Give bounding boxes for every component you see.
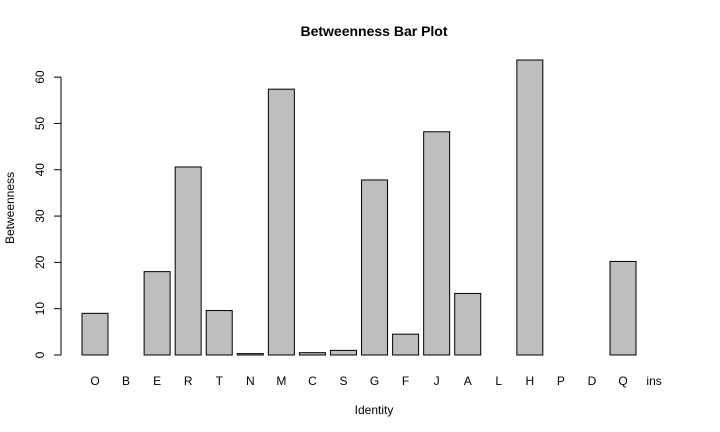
bar-M [267, 88, 295, 356]
bar-A [454, 292, 482, 356]
chart-title: Betweenness Bar Plot [300, 23, 447, 39]
x-tick-label-B: B [122, 374, 130, 388]
y-tick-label: 0 [33, 351, 47, 358]
x-tick-label-N: N [246, 374, 255, 388]
x-tick-label-P: P [557, 374, 565, 388]
bar-C [298, 352, 326, 356]
bar-H [516, 59, 544, 356]
y-tick-label: 30 [33, 209, 47, 223]
y-axis: 0 10 20 30 40 50 60 [33, 70, 62, 358]
x-tick-label-ins: ins [646, 374, 661, 388]
bar-G [361, 179, 389, 356]
x-tick-label-F: F [402, 374, 409, 388]
bar-F [392, 333, 420, 356]
bar-J [423, 131, 451, 356]
x-tick-label-Q: Q [618, 374, 627, 388]
x-tick-label-R: R [184, 374, 193, 388]
x-tick-label-A: A [464, 374, 472, 388]
bar-E [143, 271, 171, 356]
bar-S [329, 349, 357, 356]
y-tick-label: 20 [33, 255, 47, 269]
x-tick-label-C: C [308, 374, 317, 388]
x-tick-label-E: E [153, 374, 161, 388]
y-tick-label: 50 [33, 116, 47, 130]
x-tick-label-L: L [495, 374, 502, 388]
y-tick-label: 10 [33, 302, 47, 316]
bar-N [236, 353, 264, 356]
x-tick-label-T: T [216, 374, 224, 388]
x-tick-label-D: D [588, 374, 597, 388]
x-tick-label-S: S [339, 374, 347, 388]
bar-T [205, 310, 233, 356]
bar-O [81, 312, 109, 356]
x-tick-label-O: O [90, 374, 99, 388]
x-axis-label: Identity [355, 403, 394, 417]
y-tick-label: 60 [33, 70, 47, 84]
bar-Q [609, 260, 637, 356]
x-tick-label-G: G [370, 374, 379, 388]
bars-group [81, 59, 637, 356]
x-tick-label-M: M [276, 374, 286, 388]
x-tick-label-J: J [434, 374, 440, 388]
y-tick-label: 40 [33, 163, 47, 177]
bar-R [174, 166, 202, 356]
y-axis-label: Betweenness [3, 172, 17, 244]
x-tick-label-H: H [526, 374, 535, 388]
